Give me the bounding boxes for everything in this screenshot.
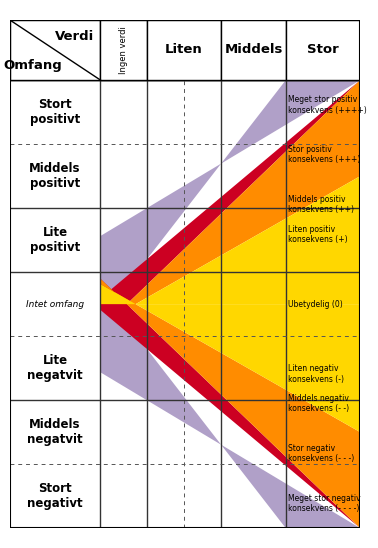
Text: Middels negativ
konsekvens (- -): Middels negativ konsekvens (- -) <box>288 394 349 413</box>
Bar <box>101 20 147 80</box>
Polygon shape <box>101 279 360 528</box>
Text: Stor: Stor <box>307 43 339 56</box>
Text: Middels: Middels <box>225 43 283 56</box>
Bar <box>221 20 286 80</box>
Text: Stor positiv
konsekvens (+++): Stor positiv konsekvens (+++) <box>288 145 360 164</box>
Text: Stort
negativt: Stort negativt <box>27 482 83 510</box>
Polygon shape <box>101 80 360 329</box>
Bar <box>9 20 101 80</box>
Text: Liten: Liten <box>165 43 203 56</box>
Bar <box>286 20 360 80</box>
Text: Stort
positivt: Stort positivt <box>30 98 80 126</box>
Polygon shape <box>101 284 360 432</box>
Text: Stor negativ
konsekvens (- - -): Stor negativ konsekvens (- - -) <box>288 444 354 463</box>
Text: Meget stor positiv
konsekvens (++++): Meget stor positiv konsekvens (++++) <box>288 95 367 115</box>
Text: Meget stor negativ
konsekvens (- - - -): Meget stor negativ konsekvens (- - - -) <box>288 494 361 513</box>
Bar <box>147 20 221 80</box>
Text: Omfang: Omfang <box>3 59 62 72</box>
Text: Middels positiv
konsekvens (++): Middels positiv konsekvens (++) <box>288 195 354 214</box>
Text: Ubetydelig (0): Ubetydelig (0) <box>288 300 342 309</box>
Text: Lite
negatvit: Lite negatvit <box>27 354 83 382</box>
Polygon shape <box>101 176 360 324</box>
Text: Ingen verdi: Ingen verdi <box>119 26 128 74</box>
Bar <box>101 80 360 528</box>
Polygon shape <box>101 0 360 319</box>
Text: Middels
positivt: Middels positivt <box>29 162 81 190</box>
Text: Middels
negatvit: Middels negatvit <box>27 418 83 446</box>
Text: Lite
positivt: Lite positivt <box>30 226 80 254</box>
Text: Verdi: Verdi <box>56 30 94 43</box>
Text: Intet omfang: Intet omfang <box>26 300 84 309</box>
Bar <box>9 20 360 80</box>
Polygon shape <box>101 279 360 528</box>
Text: Liten positiv
konsekvens (+): Liten positiv konsekvens (+) <box>288 225 347 244</box>
Text: Liten negativ
konsekvens (-): Liten negativ konsekvens (-) <box>288 364 344 384</box>
Polygon shape <box>101 80 360 329</box>
Bar <box>9 20 101 528</box>
Polygon shape <box>101 289 360 548</box>
